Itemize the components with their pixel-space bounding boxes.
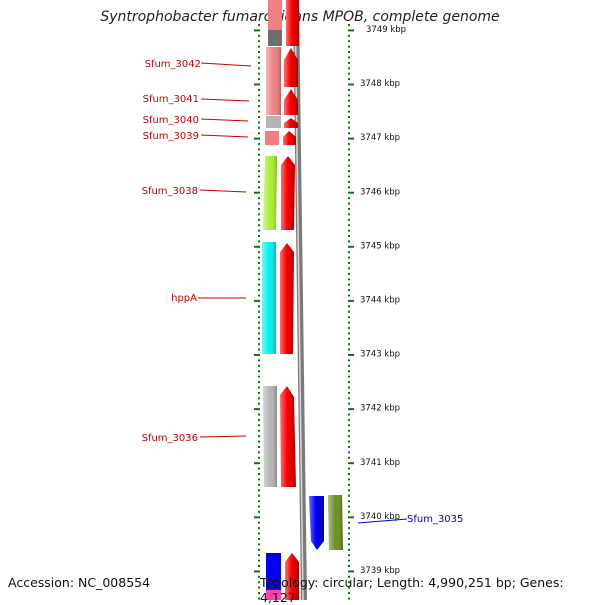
gene-sfum-3040[interactable]: Sfum_3040: [143, 115, 298, 128]
gene-label[interactable]: hppA: [171, 293, 197, 304]
topology-text: Topology: circular; Length: 4,990,251 bp…: [260, 575, 564, 605]
gene-sfum-3036[interactable]: Sfum_3036: [142, 386, 296, 487]
scale-tick-label: 3745 kbp: [360, 241, 400, 251]
accession-text: Accession: NC_008554: [8, 575, 151, 590]
cds-arrow: [281, 156, 295, 230]
gene-sfum-3042[interactable]: Sfum_3042: [145, 47, 298, 115]
genome-backbone: [293, 0, 307, 600]
scale-tick-label: 3748 kbp: [360, 79, 400, 89]
gene-sfum-3038[interactable]: Sfum_3038: [142, 156, 295, 230]
gene-label[interactable]: Sfum_3036: [142, 433, 198, 444]
cds-arrow: [286, 0, 299, 46]
scale-tick-label: 3741 kbp: [360, 458, 400, 468]
cds-arrow: [280, 386, 296, 487]
cds-arrow: [284, 118, 298, 128]
right-tick-column: [348, 24, 354, 600]
gene-bottom-partial[interactable]: [266, 553, 299, 600]
cds-arrow: [309, 496, 324, 550]
gene-feature-box: [266, 116, 281, 128]
gene-sfum-3041[interactable]: Sfum_3041: [143, 94, 250, 105]
gene-top-partial[interactable]: [268, 0, 299, 46]
gene-feature-box: [265, 131, 279, 145]
scale-tick-label: 3749 kbp: [366, 25, 406, 35]
scale-tick-label: 3740 kbp: [360, 512, 400, 522]
gene-label[interactable]: Sfum_3039: [143, 131, 199, 142]
gene-label[interactable]: Sfum_3042: [145, 59, 201, 70]
gene-label[interactable]: Sfum_3040: [143, 115, 199, 126]
cds-arrow: [285, 553, 299, 600]
scale-tick-label: 3746 kbp: [360, 187, 400, 197]
gene-label[interactable]: Sfum_3035: [407, 514, 463, 525]
left-tick-column: [254, 24, 260, 600]
scale-tick-label: 3739 kbp: [360, 566, 400, 576]
scale-labels: 3749 kbp 3748 kbp 3747 kbp 3746 kbp 3745 kbp…: [360, 25, 406, 576]
gene-sfum-3035[interactable]: Sfum_3035: [309, 495, 463, 550]
scale-tick-label: 3742 kbp: [360, 404, 400, 414]
cds-arrow: [283, 131, 296, 145]
cds-arrow: [280, 243, 294, 354]
gene-feature-box: [268, 0, 282, 30]
gene-label[interactable]: Sfum_3041: [143, 94, 199, 105]
gene-feature-box: [266, 553, 281, 600]
cds-arrow: [284, 48, 298, 87]
scale-tick-label: 3747 kbp: [360, 133, 400, 143]
scale-tick-label: 3743 kbp: [360, 350, 400, 360]
gene-hppa[interactable]: hppA: [171, 242, 294, 354]
cds-arrow: [284, 89, 298, 115]
scale-tick-label: 3744 kbp: [360, 296, 400, 306]
map-title: Syntrophobacter fumaroxidans MPOB, compl…: [100, 9, 500, 25]
gene-sfum-3039[interactable]: Sfum_3039: [143, 131, 296, 145]
gene-label[interactable]: Sfum_3038: [142, 186, 198, 197]
